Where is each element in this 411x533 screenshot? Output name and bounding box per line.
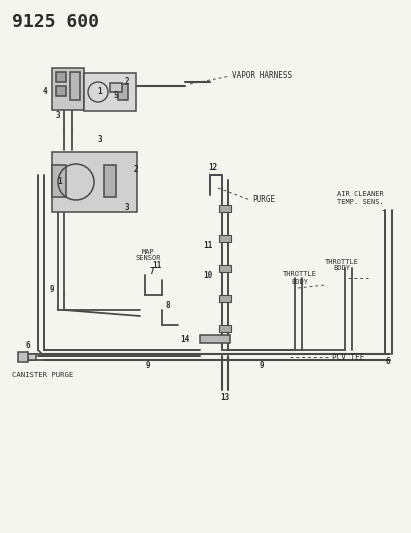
Text: 3: 3 xyxy=(125,203,129,212)
Bar xyxy=(219,205,231,212)
Bar xyxy=(110,83,122,92)
Text: 3: 3 xyxy=(98,135,102,144)
Text: 8: 8 xyxy=(166,302,170,311)
Text: PCV TEE: PCV TEE xyxy=(332,352,365,361)
Bar xyxy=(219,265,231,272)
Bar xyxy=(219,325,231,332)
Text: 6: 6 xyxy=(386,358,390,367)
Text: 13: 13 xyxy=(220,393,230,402)
Text: 1: 1 xyxy=(58,177,62,187)
Text: 11: 11 xyxy=(152,261,162,270)
Bar xyxy=(52,68,84,110)
Text: 11: 11 xyxy=(203,240,212,249)
Bar xyxy=(219,235,231,242)
Text: 9125 600: 9125 600 xyxy=(12,13,99,31)
Text: 2: 2 xyxy=(134,166,139,174)
Text: THROTTLE
BODY: THROTTLE BODY xyxy=(325,259,359,271)
Text: THROTTLE
BODY: THROTTLE BODY xyxy=(283,271,317,285)
Text: 5: 5 xyxy=(114,91,118,100)
Bar xyxy=(104,165,116,197)
Text: AIR CLEANER
TEMP. SENS.: AIR CLEANER TEMP. SENS. xyxy=(337,191,383,205)
Bar xyxy=(70,72,80,100)
Bar xyxy=(84,73,136,111)
Bar xyxy=(18,352,28,362)
Text: CANISTER PURGE: CANISTER PURGE xyxy=(12,372,73,378)
Bar xyxy=(56,86,66,96)
Text: 9: 9 xyxy=(50,286,54,295)
Text: VAPOR HARNESS: VAPOR HARNESS xyxy=(232,71,292,80)
Text: 7: 7 xyxy=(150,268,154,277)
Bar xyxy=(219,295,231,302)
Bar xyxy=(200,335,230,343)
Bar xyxy=(118,84,128,100)
Text: 2: 2 xyxy=(125,77,129,86)
Text: 9: 9 xyxy=(145,360,150,369)
Text: 10: 10 xyxy=(203,271,212,279)
Text: 12: 12 xyxy=(208,164,218,173)
Text: 4: 4 xyxy=(43,87,47,96)
Text: MAP
SENSOR: MAP SENSOR xyxy=(135,248,161,262)
Text: 1: 1 xyxy=(98,87,102,96)
Text: 14: 14 xyxy=(180,335,189,344)
Text: 9: 9 xyxy=(260,360,264,369)
Bar xyxy=(52,152,137,212)
Bar xyxy=(52,165,66,197)
Text: PURGE: PURGE xyxy=(252,196,275,205)
Bar xyxy=(56,72,66,82)
Text: 3: 3 xyxy=(55,111,60,120)
Text: 6: 6 xyxy=(26,341,30,350)
Bar xyxy=(28,354,36,360)
